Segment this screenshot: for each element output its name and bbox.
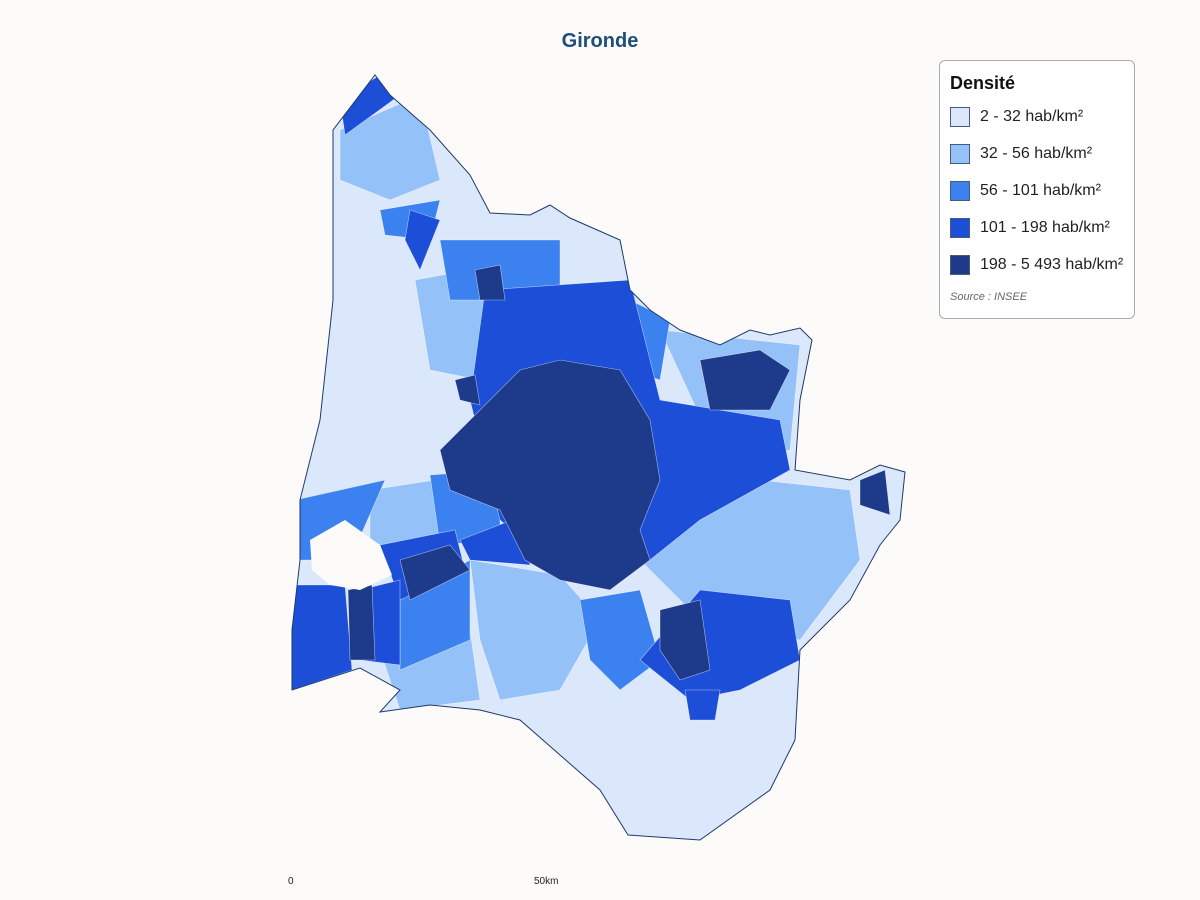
legend: Densité 2 - 32 hab/km² 32 - 56 hab/km² 56 … xyxy=(939,60,1135,319)
legend-label: 2 - 32 hab/km² xyxy=(980,107,1084,125)
arcachon-bay xyxy=(310,520,392,590)
legend-label: 198 - 5 493 hab/km² xyxy=(980,255,1124,273)
legend-title: Densité xyxy=(950,73,1016,93)
source-note: Source : INSEE xyxy=(950,291,1028,303)
legend-item: 198 - 5 493 hab/km² xyxy=(950,246,1124,283)
scale-label: 0 xyxy=(288,876,294,887)
legend-label: 56 - 101 hab/km² xyxy=(980,181,1101,199)
legend-swatch xyxy=(950,180,970,201)
commune-area xyxy=(454,374,481,406)
map-title: Gironde xyxy=(562,30,639,52)
legend-swatch xyxy=(950,254,970,275)
commune-area xyxy=(659,599,711,681)
commune-area xyxy=(292,584,353,691)
commune-area xyxy=(404,209,441,271)
legend-items: 2 - 32 hab/km² 32 - 56 hab/km² 56 - 101 ha… xyxy=(950,98,1124,283)
legend-item: 101 - 198 hab/km² xyxy=(950,209,1124,246)
commune-area xyxy=(474,264,506,301)
legend-item: 56 - 101 hab/km² xyxy=(950,172,1124,209)
scale-label: 50km xyxy=(534,876,559,887)
commune-area xyxy=(579,589,661,691)
commune-area xyxy=(859,469,891,516)
legend-swatch xyxy=(950,143,970,164)
legend-swatch xyxy=(950,106,970,127)
commune-area xyxy=(399,544,471,601)
legend-swatch xyxy=(950,217,970,238)
legend-label: 32 - 56 hab/km² xyxy=(980,144,1093,162)
commune-area xyxy=(439,359,661,591)
legend-item: 32 - 56 hab/km² xyxy=(950,135,1124,172)
legend-label: 101 - 198 hab/km² xyxy=(980,218,1110,236)
commune-area xyxy=(684,689,721,721)
commune-area xyxy=(699,349,791,411)
commune-area xyxy=(347,584,376,661)
legend-item: 2 - 32 hab/km² xyxy=(950,98,1124,135)
